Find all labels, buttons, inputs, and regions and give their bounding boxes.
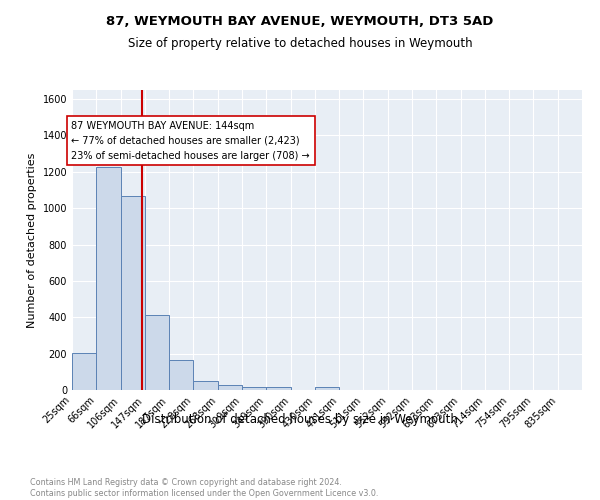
Bar	[121, 196, 145, 390]
Bar	[72, 352, 96, 390]
Text: 87, WEYMOUTH BAY AVENUE, WEYMOUTH, DT3 5AD: 87, WEYMOUTH BAY AVENUE, WEYMOUTH, DT3 5…	[106, 15, 494, 28]
Bar	[218, 386, 242, 390]
Bar	[242, 386, 266, 390]
Y-axis label: Number of detached properties: Number of detached properties	[27, 152, 37, 328]
Bar	[145, 316, 169, 390]
Bar	[193, 382, 218, 390]
Text: Size of property relative to detached houses in Weymouth: Size of property relative to detached ho…	[128, 38, 472, 51]
Bar	[169, 360, 193, 390]
Bar	[315, 388, 339, 390]
Text: Distribution of detached houses by size in Weymouth: Distribution of detached houses by size …	[142, 412, 458, 426]
Text: 87 WEYMOUTH BAY AVENUE: 144sqm
← 77% of detached houses are smaller (2,423)
23% : 87 WEYMOUTH BAY AVENUE: 144sqm ← 77% of …	[71, 121, 310, 160]
Text: Contains HM Land Registry data © Crown copyright and database right 2024.
Contai: Contains HM Land Registry data © Crown c…	[30, 478, 379, 498]
Bar	[266, 388, 290, 390]
Bar	[96, 168, 121, 390]
